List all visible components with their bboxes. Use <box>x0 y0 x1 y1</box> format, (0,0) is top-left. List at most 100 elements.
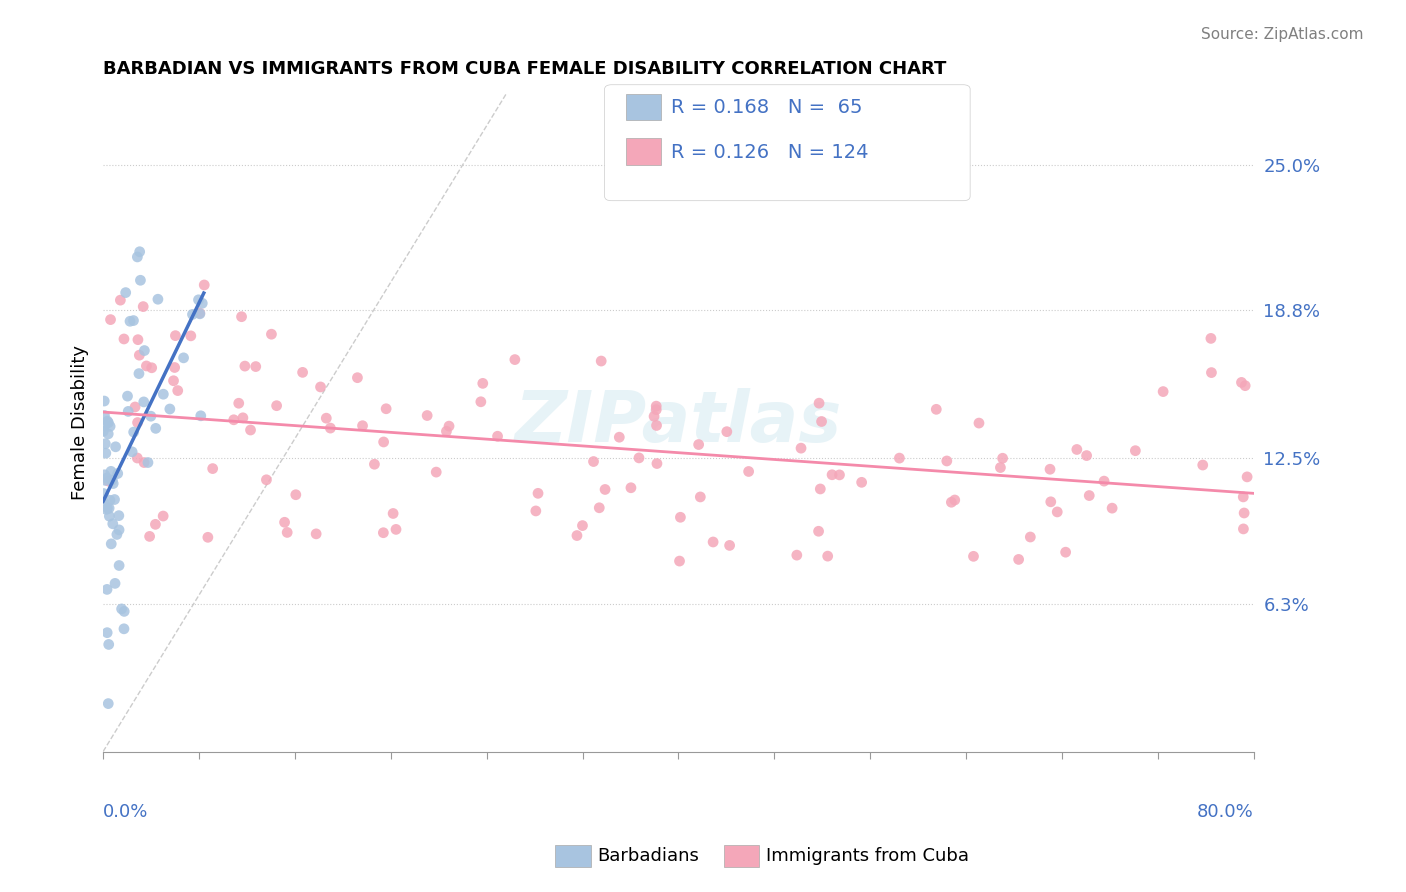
Point <box>127 416 149 430</box>
Point <box>97 474 120 488</box>
Point <box>817 549 839 563</box>
Point <box>122 425 145 439</box>
Point <box>162 374 184 388</box>
Point <box>188 307 211 321</box>
Point <box>103 476 125 491</box>
Point <box>962 549 984 564</box>
Point <box>851 475 873 490</box>
Y-axis label: Female Disability: Female Disability <box>72 345 89 500</box>
Point <box>571 518 593 533</box>
Point <box>925 402 948 417</box>
Point <box>233 359 256 373</box>
Point <box>1076 449 1098 463</box>
Point <box>97 697 120 711</box>
Point <box>373 434 395 449</box>
Point <box>108 558 131 573</box>
Point <box>702 535 724 549</box>
Point <box>967 416 990 430</box>
Point <box>828 467 851 482</box>
Point <box>588 500 610 515</box>
Point <box>382 507 405 521</box>
Point <box>104 440 127 454</box>
Point <box>104 576 127 591</box>
Point <box>373 525 395 540</box>
Point <box>1007 552 1029 566</box>
Point <box>273 516 295 530</box>
Point <box>1046 505 1069 519</box>
Point <box>232 410 254 425</box>
Point <box>1039 462 1062 476</box>
Point <box>117 404 139 418</box>
Point <box>108 508 131 523</box>
Point <box>103 492 125 507</box>
Text: R = 0.126   N = 124: R = 0.126 N = 124 <box>671 143 868 162</box>
Point <box>141 360 163 375</box>
Point <box>716 425 738 439</box>
Point <box>138 529 160 543</box>
Point <box>266 399 288 413</box>
Text: 0.0%: 0.0% <box>103 803 149 822</box>
Point <box>105 527 128 541</box>
Point <box>437 419 460 434</box>
Point <box>943 493 966 508</box>
Point <box>97 426 120 441</box>
Point <box>145 421 167 435</box>
Point <box>163 360 186 375</box>
Point <box>1236 470 1258 484</box>
Point <box>165 328 187 343</box>
Point <box>363 457 385 471</box>
Point <box>190 409 212 423</box>
Point <box>101 516 124 531</box>
Point <box>93 467 115 482</box>
Point <box>645 418 668 433</box>
Point <box>305 527 328 541</box>
Text: 80.0%: 80.0% <box>1197 803 1254 822</box>
Point <box>181 307 204 321</box>
Point <box>527 486 550 500</box>
Point <box>319 421 342 435</box>
Point <box>1232 490 1254 504</box>
Point <box>254 473 277 487</box>
Point <box>668 554 690 568</box>
Point <box>128 244 150 259</box>
Point <box>132 300 155 314</box>
Text: BARBADIAN VS IMMIGRANTS FROM CUBA FEMALE DISABILITY CORRELATION CHART: BARBADIAN VS IMMIGRANTS FROM CUBA FEMALE… <box>103 60 946 78</box>
Point <box>114 285 136 300</box>
Point <box>1199 331 1222 345</box>
Point <box>375 401 398 416</box>
Point <box>166 384 188 398</box>
Point <box>425 465 447 479</box>
Point <box>121 445 143 459</box>
Point <box>470 394 492 409</box>
Point <box>645 399 668 413</box>
Point <box>124 400 146 414</box>
Point <box>96 502 118 516</box>
Point <box>786 548 808 562</box>
Point <box>100 537 122 551</box>
Point <box>100 464 122 478</box>
Point <box>110 602 132 616</box>
Point <box>96 501 118 516</box>
Point <box>889 451 911 466</box>
Point <box>1101 501 1123 516</box>
Point <box>689 490 711 504</box>
Point <box>112 332 135 346</box>
Point <box>96 414 118 428</box>
Point <box>93 486 115 500</box>
Point <box>145 517 167 532</box>
Point <box>197 530 219 544</box>
Point <box>201 461 224 475</box>
Point <box>669 510 692 524</box>
Point <box>128 348 150 362</box>
Point <box>222 413 245 427</box>
Point <box>503 352 526 367</box>
Point <box>1039 495 1062 509</box>
Point <box>1092 474 1115 488</box>
Point <box>146 292 169 306</box>
Point <box>93 496 115 510</box>
Point <box>718 538 741 552</box>
Point <box>643 409 665 424</box>
Point <box>315 411 337 425</box>
Point <box>821 467 844 482</box>
Point <box>239 423 262 437</box>
